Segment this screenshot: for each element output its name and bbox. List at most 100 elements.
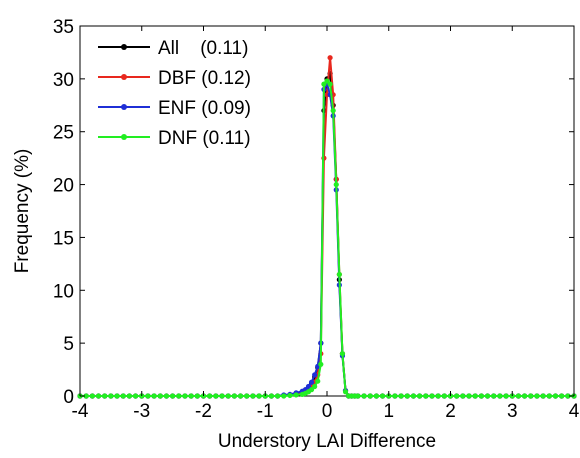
x-tick-label: 3 bbox=[507, 401, 518, 422]
data-point-dnf bbox=[392, 393, 398, 399]
data-point-dnf bbox=[491, 393, 497, 399]
data-point-dnf bbox=[231, 393, 237, 399]
legend-swatch-marker bbox=[121, 44, 127, 50]
x-tick-label: -3 bbox=[133, 401, 150, 422]
data-point-dnf bbox=[89, 393, 95, 399]
data-point-dnf bbox=[213, 393, 219, 399]
legend-item-all: All (0.11) bbox=[98, 38, 248, 59]
legend-item-dnf: DNF (0.11) bbox=[98, 128, 251, 149]
x-tick-label: 4 bbox=[569, 401, 580, 422]
legend-item-enf: ENF (0.09) bbox=[98, 98, 251, 119]
data-point-dnf bbox=[559, 393, 565, 399]
data-point-dnf bbox=[466, 393, 472, 399]
data-point-dnf bbox=[225, 393, 231, 399]
data-point-dnf bbox=[423, 393, 429, 399]
data-point-dnf bbox=[163, 393, 170, 399]
legend-swatch-marker bbox=[121, 104, 127, 110]
data-point-dnf bbox=[145, 393, 151, 399]
data-point-dnf bbox=[367, 393, 373, 399]
data-point-dnf bbox=[435, 393, 441, 399]
data-point-dnf bbox=[336, 271, 342, 278]
data-point-dnf bbox=[182, 393, 188, 399]
data-point-dnf bbox=[176, 393, 182, 399]
data-point-dnf bbox=[281, 393, 287, 399]
y-tick-label: 0 bbox=[63, 387, 74, 408]
data-point-dnf bbox=[355, 393, 361, 399]
y-tick-label: 15 bbox=[53, 228, 74, 249]
y-tick-label: 35 bbox=[53, 17, 74, 38]
y-tick-label: 5 bbox=[63, 334, 74, 355]
data-point-dnf bbox=[237, 393, 244, 399]
data-point-dnf bbox=[484, 393, 491, 399]
data-point-dnf bbox=[151, 393, 157, 399]
data-point-dnf bbox=[552, 393, 559, 399]
data-point-dnf bbox=[361, 393, 367, 399]
data-point-dnf bbox=[312, 383, 318, 390]
data-point-dnf bbox=[114, 393, 120, 399]
data-point-dnf bbox=[534, 393, 540, 399]
series-dnf bbox=[77, 78, 577, 399]
data-point-dnf bbox=[565, 393, 571, 399]
data-point-dnf bbox=[126, 393, 132, 399]
data-point-dnf bbox=[219, 393, 225, 399]
legend-swatch-marker bbox=[121, 74, 127, 80]
data-point-dnf bbox=[460, 393, 466, 399]
series-layer bbox=[77, 55, 577, 399]
legend-swatch-marker bbox=[121, 134, 127, 140]
data-point-dnf bbox=[157, 393, 163, 399]
data-point-dnf bbox=[108, 393, 114, 399]
data-point-dnf bbox=[95, 393, 102, 399]
x-axis-label: Understory LAI Difference bbox=[218, 431, 436, 452]
data-point-dnf bbox=[188, 393, 194, 399]
legend-item-dbf: DBF (0.12) bbox=[98, 68, 251, 89]
data-point-dnf bbox=[522, 393, 528, 399]
data-point-dnf bbox=[546, 393, 552, 399]
data-point-dnf bbox=[268, 393, 275, 399]
data-point-dnf bbox=[83, 393, 89, 399]
axis-layer: -4 -3 -2 -1 0 1 2 3 4 0 5 10 15 20 25 30 35 bbox=[53, 17, 580, 422]
data-point-dnf bbox=[478, 393, 484, 399]
legend-label: DNF (0.11) bbox=[158, 128, 251, 149]
data-point-enf bbox=[308, 379, 315, 385]
data-point-dnf bbox=[318, 361, 324, 367]
x-tick-label: -1 bbox=[257, 401, 274, 422]
y-axis-label: Frequency (%) bbox=[12, 149, 33, 274]
legend: All (0.11) DBF (0.12) ENF (0.09) DNF (0.11) bbox=[98, 38, 251, 149]
x-tick-label: 0 bbox=[322, 401, 333, 422]
data-point-dnf bbox=[528, 393, 534, 399]
data-point-dnf bbox=[398, 393, 404, 399]
data-point-dnf bbox=[472, 393, 478, 399]
data-point-dnf bbox=[275, 393, 281, 399]
data-point-dnf bbox=[244, 393, 250, 399]
y-tick-label: 30 bbox=[53, 70, 74, 91]
data-point-dnf bbox=[454, 393, 460, 399]
data-point-dnf bbox=[379, 393, 386, 399]
data-point-dnf bbox=[417, 393, 423, 399]
x-tick-label: -4 bbox=[72, 401, 89, 422]
data-point-dnf bbox=[342, 389, 349, 395]
data-point-dnf bbox=[293, 392, 299, 398]
x-tick-label: 2 bbox=[445, 401, 456, 422]
data-point-dnf bbox=[497, 393, 503, 399]
data-point-dnf bbox=[250, 393, 256, 399]
y-tick-label: 10 bbox=[53, 281, 74, 302]
data-point-dnf bbox=[256, 393, 262, 399]
y-tick-label: 20 bbox=[53, 176, 74, 197]
data-point-dnf bbox=[339, 351, 346, 357]
data-point-dnf bbox=[102, 393, 108, 399]
data-point-dnf bbox=[287, 392, 293, 399]
data-point-dnf bbox=[120, 393, 126, 399]
data-point-dnf bbox=[441, 393, 447, 399]
data-point-dnf bbox=[515, 393, 522, 399]
x-tick-label: 1 bbox=[383, 401, 394, 422]
data-point-dnf bbox=[315, 378, 321, 384]
data-point-dnf bbox=[404, 393, 410, 399]
y-tick-label: 25 bbox=[53, 123, 74, 144]
data-point-dnf bbox=[429, 393, 435, 399]
data-point-dnf bbox=[132, 393, 139, 399]
legend-label: All (0.11) bbox=[158, 38, 248, 59]
data-point-dbf bbox=[327, 55, 333, 61]
legend-label: ENF (0.09) bbox=[158, 98, 251, 119]
